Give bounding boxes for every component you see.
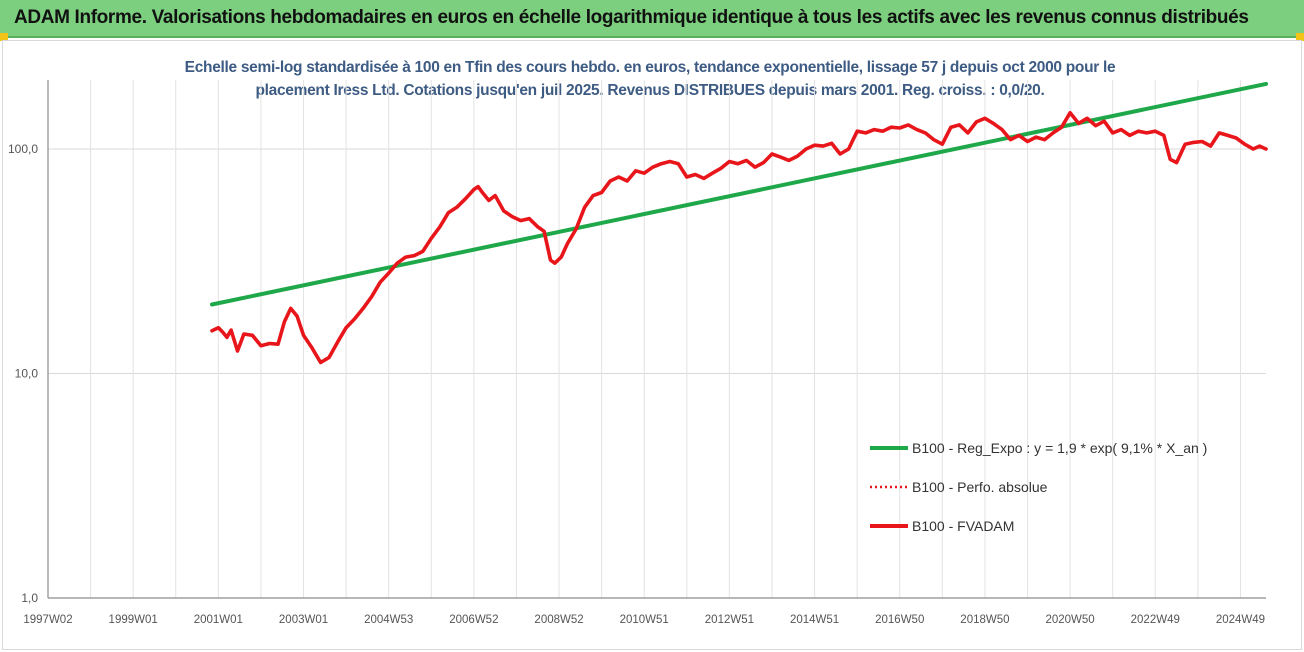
chart-subtitle-line-1: Echelle semi-log standardisée à 100 en T… bbox=[184, 59, 1116, 76]
x-tick-label: 2022W49 bbox=[1131, 614, 1180, 626]
chart-subtitle: Echelle semi-log standardisée à 100 en T… bbox=[150, 56, 1150, 102]
y-tick-label: 10,0 bbox=[15, 367, 39, 381]
legend-item-perfo: B100 - Perfo. absolue bbox=[870, 479, 1048, 495]
x-tick-label: 2006W52 bbox=[449, 614, 498, 626]
grid-layer bbox=[48, 80, 1266, 599]
x-tick-label: 2012W51 bbox=[705, 614, 754, 626]
series-layer bbox=[210, 81, 1268, 365]
x-tick-label: 2024W49 bbox=[1216, 614, 1265, 626]
legend-label: B100 - Reg_Expo : y = 1,9 * exp( 9,1% * … bbox=[912, 440, 1207, 456]
y-tick-label: 1,0 bbox=[21, 591, 38, 605]
header-title: ADAM Informe. Valorisations hebdomadaire… bbox=[14, 7, 1249, 28]
x-tick-label: 2018W50 bbox=[960, 614, 1009, 626]
x-tick-label: 2003W01 bbox=[279, 614, 328, 626]
chart-frame bbox=[2, 40, 1302, 650]
x-tick-label: 2008W52 bbox=[534, 614, 583, 626]
x-tick-label: 2016W50 bbox=[875, 614, 924, 626]
x-tick-label: 2010W51 bbox=[620, 614, 669, 626]
x-tick-label: 1999W01 bbox=[109, 614, 158, 626]
legend-label: B100 - FVADAM bbox=[912, 518, 1014, 534]
series-regression-line bbox=[210, 81, 1268, 307]
legend-item-fvadam: B100 - FVADAM bbox=[870, 518, 1014, 534]
x-tick-label: 2020W50 bbox=[1045, 614, 1094, 626]
x-tick-label: 2004W53 bbox=[364, 614, 413, 626]
legend-item-regression: B100 - Reg_Expo : y = 1,9 * exp( 9,1% * … bbox=[870, 440, 1207, 456]
legend-label: B100 - Perfo. absolue bbox=[912, 479, 1048, 495]
corner-mark-right bbox=[1296, 33, 1304, 41]
x-tick-label: 2014W51 bbox=[790, 614, 839, 626]
corner-mark-left bbox=[0, 33, 8, 41]
series-fvadam-line bbox=[210, 111, 1268, 365]
x-tick-label: 1997W02 bbox=[23, 614, 72, 626]
chart-subtitle-line-2: placement Iress Ltd. Cotations jusqu'en … bbox=[255, 82, 1045, 99]
header-bar: ADAM Informe. Valorisations hebdomadaire… bbox=[0, 0, 1304, 38]
legend-layer: B100 - Reg_Expo : y = 1,9 * exp( 9,1% * … bbox=[870, 440, 1207, 534]
y-tick-label: 100,0 bbox=[8, 142, 38, 156]
axis-layer: 1,0 10,0 100,0 1997W02 1999W01 2001W01 2003W01… bbox=[8, 80, 1266, 626]
x-tick-label: 2001W01 bbox=[194, 614, 243, 626]
